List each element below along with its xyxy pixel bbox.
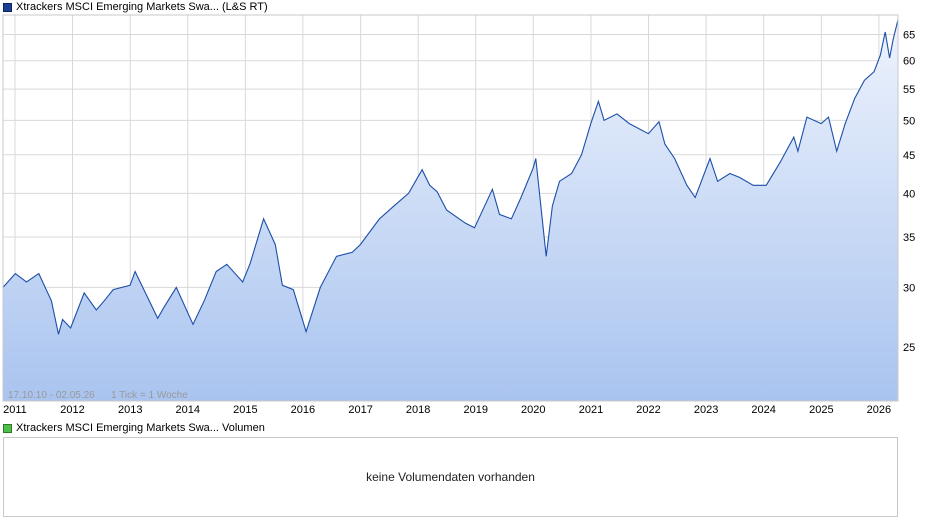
y-tick-label: 30 <box>903 282 915 294</box>
x-tick-label: 2019 <box>463 404 487 416</box>
y-tick-label: 60 <box>903 56 915 68</box>
price-legend-label: Xtrackers MSCI Emerging Markets Swa... (… <box>16 1 268 13</box>
y-tick-label: 50 <box>903 115 915 127</box>
plot-border <box>2 14 899 402</box>
y-tick-label: 40 <box>903 188 915 200</box>
x-tick-label: 2025 <box>809 404 833 416</box>
x-tick-label: 2013 <box>118 404 142 416</box>
x-tick-label: 2021 <box>579 404 603 416</box>
price-legend: Xtrackers MSCI Emerging Markets Swa... (… <box>3 0 268 14</box>
x-tick-label: 2017 <box>348 404 372 416</box>
volume-empty-message: keine Volumendaten vorhanden <box>366 470 535 484</box>
price-line <box>2 19 899 335</box>
date-range-label: 17.10.10 - 02.05.26 <box>8 390 95 401</box>
y-tick-label: 45 <box>903 150 915 162</box>
x-tick-label: 2020 <box>521 404 545 416</box>
x-tick-label: 2014 <box>176 404 200 416</box>
x-tick-label: 2022 <box>636 404 660 416</box>
x-tick-label: 2024 <box>751 404 775 416</box>
x-tick-label: 2012 <box>60 404 84 416</box>
price-legend-swatch <box>3 2 12 12</box>
volume-legend: Xtrackers MSCI Emerging Markets Swa... V… <box>3 421 265 435</box>
price-area <box>3 19 898 402</box>
x-axis: 2011 2012 2013 2014 2015 2016 2017 2018 2019 2020… <box>3 404 891 416</box>
x-tick-label: 2011 <box>3 404 27 416</box>
x-tick-label: 2016 <box>291 404 315 416</box>
x-tick-label: 2023 <box>694 404 718 416</box>
y-axis: 25 30 35 40 45 50 55 60 65 <box>903 30 915 355</box>
y-tick-label: 55 <box>903 84 915 96</box>
y-tick-label: 65 <box>903 30 915 42</box>
tick-interval-label: 1 Tick = 1 Woche <box>111 390 188 401</box>
volume-panel: keine Volumendaten vorhanden <box>3 437 898 517</box>
x-tick-label: 2018 <box>406 404 430 416</box>
x-tick-label: 2015 <box>233 404 257 416</box>
y-tick-label: 25 <box>903 342 915 354</box>
volume-legend-label: Xtrackers MSCI Emerging Markets Swa... V… <box>16 422 265 434</box>
x-tick-label: 2026 <box>867 404 891 416</box>
volume-legend-swatch <box>3 423 12 433</box>
y-tick-label: 35 <box>903 232 915 244</box>
